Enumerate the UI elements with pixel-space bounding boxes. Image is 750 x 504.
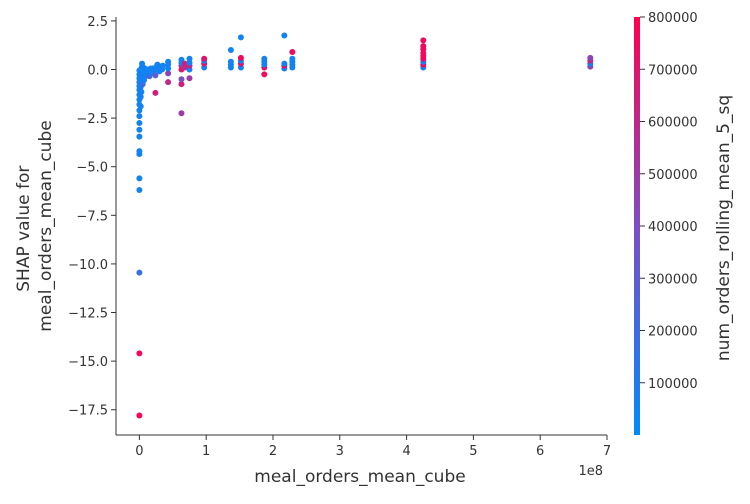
colorbar-tick-label: 600000: [648, 116, 698, 131]
colorbar-tick-label: 300000: [648, 272, 698, 287]
colorbar: 100000 200000 300000 400000 500000 600000 7000…: [634, 11, 734, 435]
data-point: [136, 187, 143, 194]
data-point: [136, 119, 143, 126]
data-point: [137, 93, 144, 100]
y-tick-label: −7.5: [76, 209, 108, 224]
x-tick-label: 0: [135, 444, 143, 459]
data-point: [178, 56, 185, 63]
data-point: [587, 54, 594, 61]
colorbar-tick-label: 700000: [648, 63, 698, 78]
colorbar-tick-label: 500000: [648, 168, 698, 183]
data-point: [186, 55, 193, 62]
data-point: [178, 81, 185, 88]
data-point: [178, 110, 185, 117]
y-axis-label-line-2: meal_orders_mean_cube: [36, 120, 56, 331]
x-offset-label: 1e8: [578, 464, 603, 479]
data-point: [136, 133, 143, 140]
data-point: [281, 32, 288, 39]
y-ticks: 2.5 0.0 −2.5 −5.0 −7.5 −10.0 −12.5 −15.0 −17.5: [68, 15, 116, 419]
x-tick-label: 2: [269, 444, 277, 459]
y-axis-label-line-1: SHAP value for: [14, 166, 34, 292]
data-point: [186, 75, 193, 82]
colorbar-tick-label: 200000: [648, 325, 698, 340]
data-point: [289, 55, 296, 62]
y-tick-label: 0.0: [87, 63, 108, 78]
data-point: [261, 55, 268, 62]
data-point: [289, 48, 296, 55]
y-axis-label: SHAP value for meal_orders_mean_cube: [14, 120, 56, 331]
x-tick-label: 7: [603, 444, 611, 459]
data-point: [261, 71, 268, 78]
data-point: [420, 37, 427, 44]
data-point: [136, 412, 143, 419]
y-tick-label: −10.0: [68, 258, 108, 273]
x-axis-label: meal_orders_mean_cube: [254, 467, 465, 487]
data-point: [136, 148, 143, 155]
y-tick-label: −17.5: [68, 404, 108, 419]
data-point: [152, 72, 159, 79]
data-point: [420, 43, 427, 50]
y-tick-label: −15.0: [68, 355, 108, 370]
data-point: [165, 58, 172, 65]
data-point: [137, 103, 144, 110]
colorbar-tick-label: 800000: [648, 11, 698, 26]
y-tick-label: −12.5: [68, 307, 108, 322]
x-tick-label: 5: [469, 444, 477, 459]
colorbar-tick-label: 400000: [648, 220, 698, 235]
y-tick-label: 2.5: [87, 15, 108, 30]
x-tick-label: 4: [402, 444, 410, 459]
data-point: [165, 79, 172, 86]
data-point: [159, 62, 166, 69]
data-point: [136, 350, 143, 357]
plot-area: 0 1 2 3 4 5 6 7 2.5 0.0 −2.5 −5.0 −7.5 −10.0 −12.5 −15…: [68, 15, 611, 459]
data-point: [152, 89, 159, 96]
colorbar-label: num_orders_rolling_mean_5_sq: [714, 95, 734, 361]
data-point: [237, 54, 244, 61]
data-point: [136, 269, 143, 276]
data-point: [227, 47, 234, 54]
data-point: [237, 34, 244, 41]
data-point: [136, 126, 143, 133]
x-tick-label: 3: [336, 444, 344, 459]
x-tick-label: 6: [536, 444, 544, 459]
data-point: [165, 70, 172, 77]
colorbar-gradient: [634, 17, 640, 435]
colorbar-tick-label: 100000: [648, 377, 698, 392]
y-tick-label: −2.5: [76, 112, 108, 127]
data-points: [136, 32, 594, 419]
data-point: [178, 76, 185, 83]
data-point: [201, 55, 208, 62]
y-tick-label: −5.0: [76, 161, 108, 176]
data-point: [181, 60, 188, 67]
x-ticks: 0 1 2 3 4 5 6 7: [135, 435, 611, 459]
data-point: [227, 58, 234, 65]
data-point: [281, 60, 288, 67]
x-tick-label: 1: [202, 444, 210, 459]
colorbar-ticks: 100000 200000 300000 400000 500000 600000 7000…: [640, 11, 698, 392]
data-point: [138, 88, 145, 95]
data-point: [136, 175, 143, 182]
data-point: [136, 113, 143, 120]
